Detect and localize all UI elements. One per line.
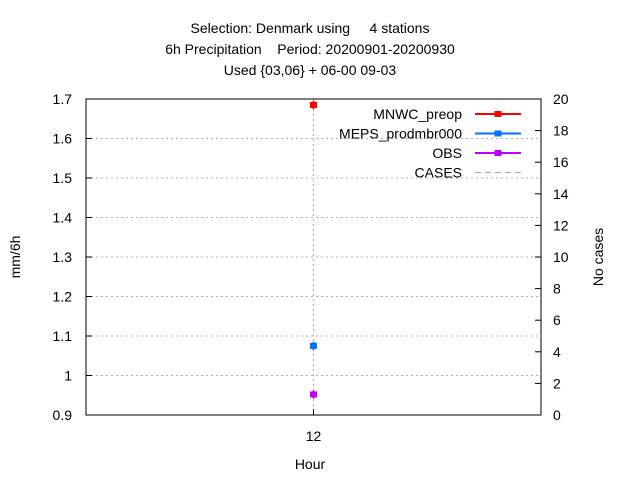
- y2-tick-label: 20: [553, 91, 569, 107]
- y-tick-label: 1.7: [53, 91, 73, 107]
- legend-marker: [494, 130, 502, 137]
- x-tick-label: 12: [306, 428, 322, 444]
- y-axis-ticks: 0.9 1 1.1 1.2 1.3 1.4 1.5 1.6 1.7: [53, 91, 92, 423]
- y-tick-label: 1.2: [53, 289, 73, 305]
- y2-axis-label: No cases: [590, 228, 606, 286]
- y-tick-label: 0.9: [53, 407, 73, 423]
- x-axis-ticks: 12: [306, 409, 322, 444]
- y2-tick-label: 0: [553, 407, 561, 423]
- y2-tick-label: 14: [553, 186, 569, 202]
- data-point-OBS: [310, 391, 317, 398]
- y2-tick-label: 2: [553, 375, 561, 391]
- x-axis-label: Hour: [295, 456, 326, 472]
- data-points: [310, 100, 317, 399]
- y-axis-label: mm/6h: [7, 236, 23, 279]
- y2-tick-label: 4: [553, 344, 561, 360]
- y2-tick-label: 16: [553, 154, 569, 170]
- legend-label: CASES: [415, 165, 462, 181]
- legend-marker: [494, 111, 502, 117]
- legend-label: MEPS_prodmbr000: [339, 126, 462, 142]
- y2-tick-label: 12: [553, 217, 569, 233]
- y-tick-label: 1.5: [53, 170, 73, 186]
- chart-title-line-1: Selection: Denmark using 4 stations: [190, 20, 430, 36]
- y-tick-label: 1.6: [53, 131, 73, 147]
- data-point-MNWC_preop: [310, 101, 317, 108]
- y-tick-label: 1: [64, 368, 72, 384]
- chart-title-line-3: Used {03,06} + 06-00 09-03: [223, 62, 397, 78]
- y2-tick-label: 6: [553, 312, 561, 328]
- y2-axis-ticks: 0 2 4 6 8 10 12 14 16 18 20: [535, 91, 569, 423]
- legend-label: OBS: [432, 145, 462, 161]
- y-tick-label: 1.4: [53, 210, 73, 226]
- legend-marker: [494, 150, 502, 156]
- grid-lines: [86, 99, 541, 415]
- y2-tick-label: 8: [553, 281, 561, 297]
- y2-tick-label: 18: [553, 123, 569, 139]
- y2-tick-label: 10: [553, 249, 569, 265]
- y-tick-label: 1.1: [53, 328, 73, 344]
- legend: MNWC_preop MEPS_prodmbr000 OBS CASES: [339, 106, 521, 181]
- data-point-MEPS_prodmbr000: [310, 342, 317, 349]
- chart-title-line-2: 6h Precipitation Period: 20200901-202009…: [165, 41, 455, 57]
- y-tick-label: 1.3: [53, 249, 73, 265]
- legend-label: MNWC_preop: [373, 106, 462, 122]
